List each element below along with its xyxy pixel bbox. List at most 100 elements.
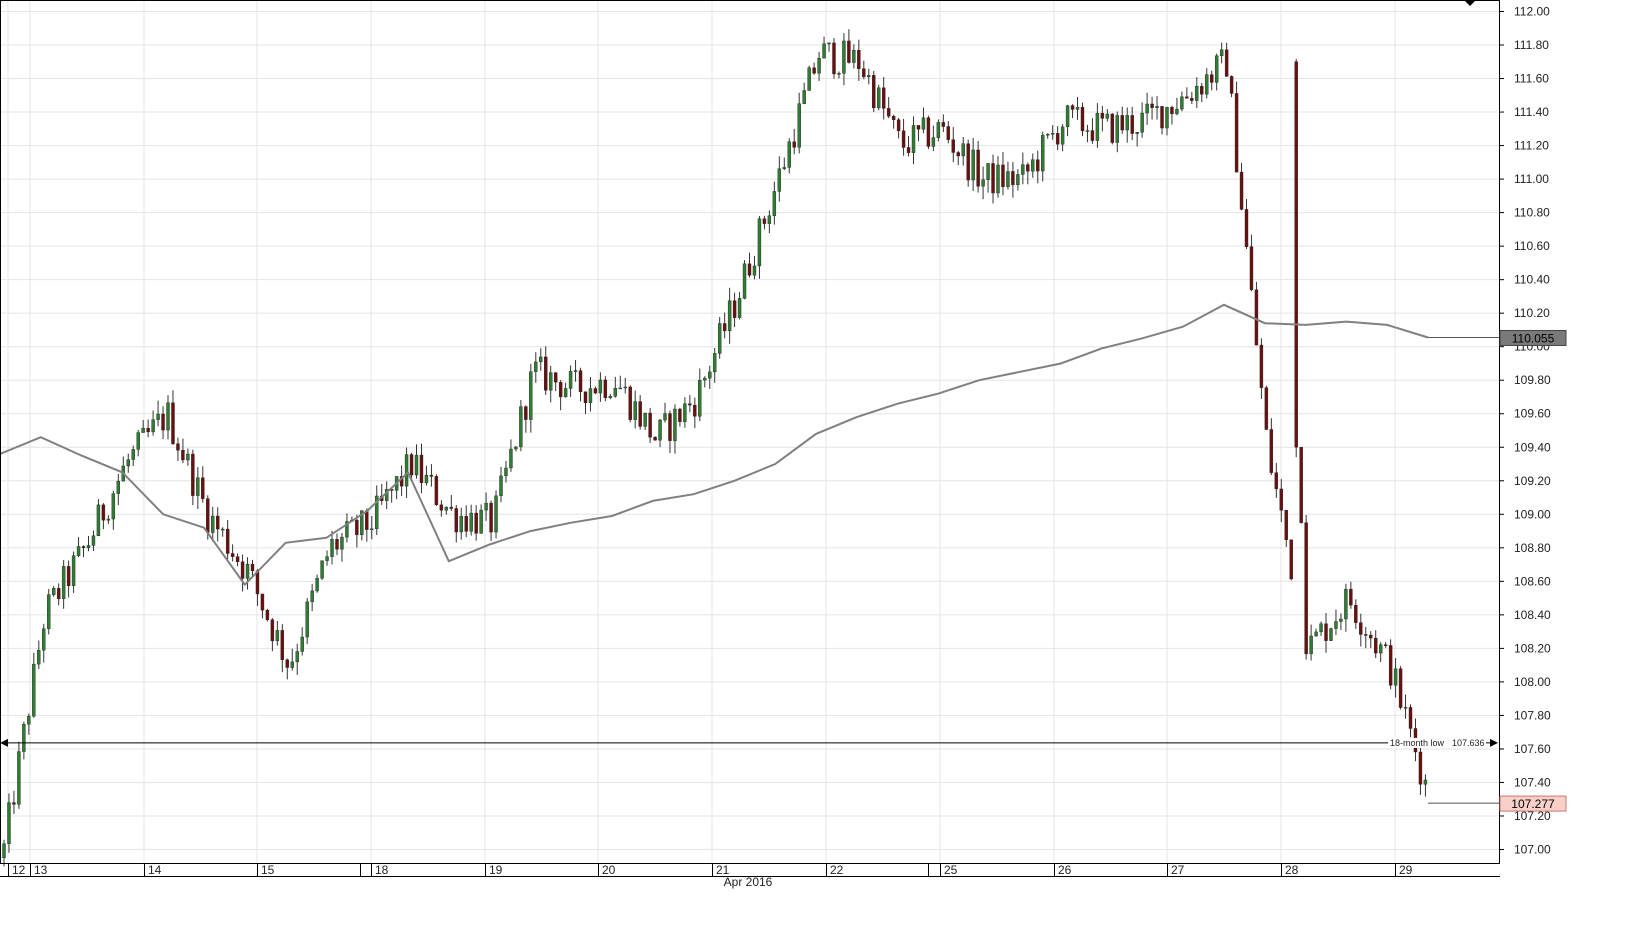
x-tick-label: 13 xyxy=(34,863,48,877)
candle-body-up xyxy=(623,386,627,389)
candle xyxy=(966,139,970,187)
candle xyxy=(454,505,458,543)
candle-body-down xyxy=(524,406,528,420)
candle xyxy=(295,643,299,675)
y-tick-label: 109.60 xyxy=(1514,407,1551,421)
candle xyxy=(956,150,960,166)
candle-body-up xyxy=(330,539,334,557)
candle-body-up xyxy=(737,298,742,318)
candle-body-down xyxy=(230,553,235,557)
candle xyxy=(807,65,811,91)
candle xyxy=(1219,42,1224,64)
candle xyxy=(1070,104,1075,119)
candle-body-down xyxy=(1036,159,1040,172)
candle-body-down xyxy=(847,40,851,63)
candle xyxy=(275,620,280,646)
candle-body-down xyxy=(161,413,165,431)
candle xyxy=(280,624,285,673)
candle-body-up xyxy=(126,459,130,467)
candle xyxy=(509,439,513,472)
x-tick-label: 26 xyxy=(1058,863,1072,877)
candle-body-up xyxy=(936,122,941,138)
candle-body-up xyxy=(563,388,568,398)
candle-body-down xyxy=(1324,623,1328,641)
y-tick-label: 110.60 xyxy=(1514,239,1550,253)
candle-body-up xyxy=(787,141,791,168)
x-tick-label: 19 xyxy=(489,863,503,877)
candle-body-up xyxy=(151,419,155,433)
candle xyxy=(1016,169,1020,191)
candle-body-down xyxy=(1249,246,1254,290)
candle xyxy=(474,505,478,541)
candle xyxy=(1359,613,1363,647)
candle-body-down xyxy=(1200,86,1204,95)
candle-body-up xyxy=(757,218,762,267)
candle xyxy=(305,598,309,645)
candle-body-down xyxy=(762,218,767,224)
candle xyxy=(1001,152,1005,196)
candle-body-up xyxy=(817,57,821,74)
candle-body-up xyxy=(1085,130,1090,132)
candle-body-up xyxy=(877,87,881,109)
candle xyxy=(1408,704,1413,738)
candle-body-down xyxy=(628,386,632,420)
candle-body-down xyxy=(544,356,548,391)
candle xyxy=(618,375,622,390)
candle xyxy=(534,352,538,383)
candle-body-down xyxy=(1244,209,1249,247)
candle xyxy=(52,586,56,597)
candle-body-up xyxy=(767,215,772,224)
candle xyxy=(285,658,289,680)
candle xyxy=(668,410,672,454)
plot-frame xyxy=(0,0,1500,864)
candle-body-down xyxy=(146,427,150,433)
x-tick-label: 27 xyxy=(1171,863,1185,877)
candle xyxy=(837,71,841,79)
candle xyxy=(216,507,220,542)
candle xyxy=(1075,96,1080,120)
candle xyxy=(683,397,687,428)
x-tick-label: 29 xyxy=(1399,863,1413,877)
candle xyxy=(171,390,175,445)
candle xyxy=(832,38,836,79)
candle-body-down xyxy=(454,508,458,533)
candle xyxy=(66,560,71,598)
candle-body-down xyxy=(1388,645,1393,686)
candle xyxy=(757,215,762,279)
candle xyxy=(12,790,16,814)
candle-body-up xyxy=(852,50,856,63)
candle xyxy=(688,395,692,413)
candle xyxy=(961,137,965,166)
candle-body-up xyxy=(1214,55,1219,83)
candle xyxy=(921,107,926,134)
candle-body-up xyxy=(986,163,990,180)
candle xyxy=(1120,106,1124,134)
candle xyxy=(593,386,598,395)
y-tick-label: 108.40 xyxy=(1514,608,1551,622)
candle-body-up xyxy=(22,724,26,752)
candle-body-down xyxy=(1284,510,1288,540)
candle-body-up xyxy=(211,515,215,533)
candle xyxy=(1393,658,1398,698)
candle xyxy=(136,429,140,457)
candle xyxy=(872,71,876,113)
candle xyxy=(81,545,86,558)
candle-body-down xyxy=(191,453,195,496)
candle xyxy=(414,444,419,479)
candle xyxy=(563,382,568,398)
candle xyxy=(315,574,319,593)
candle-body-up xyxy=(961,143,965,157)
candle xyxy=(747,252,752,278)
x-tick-label: 28 xyxy=(1285,863,1299,877)
candle xyxy=(911,116,916,165)
candle xyxy=(916,125,921,142)
candle xyxy=(817,51,821,81)
candle xyxy=(504,460,508,483)
candle-body-down xyxy=(1274,472,1279,490)
candle xyxy=(394,476,399,500)
candle xyxy=(1239,162,1244,211)
x-tick-label: 18 xyxy=(375,863,389,877)
candle xyxy=(2,839,6,867)
candle-body-up xyxy=(404,454,409,487)
candle-body-up xyxy=(494,495,498,533)
